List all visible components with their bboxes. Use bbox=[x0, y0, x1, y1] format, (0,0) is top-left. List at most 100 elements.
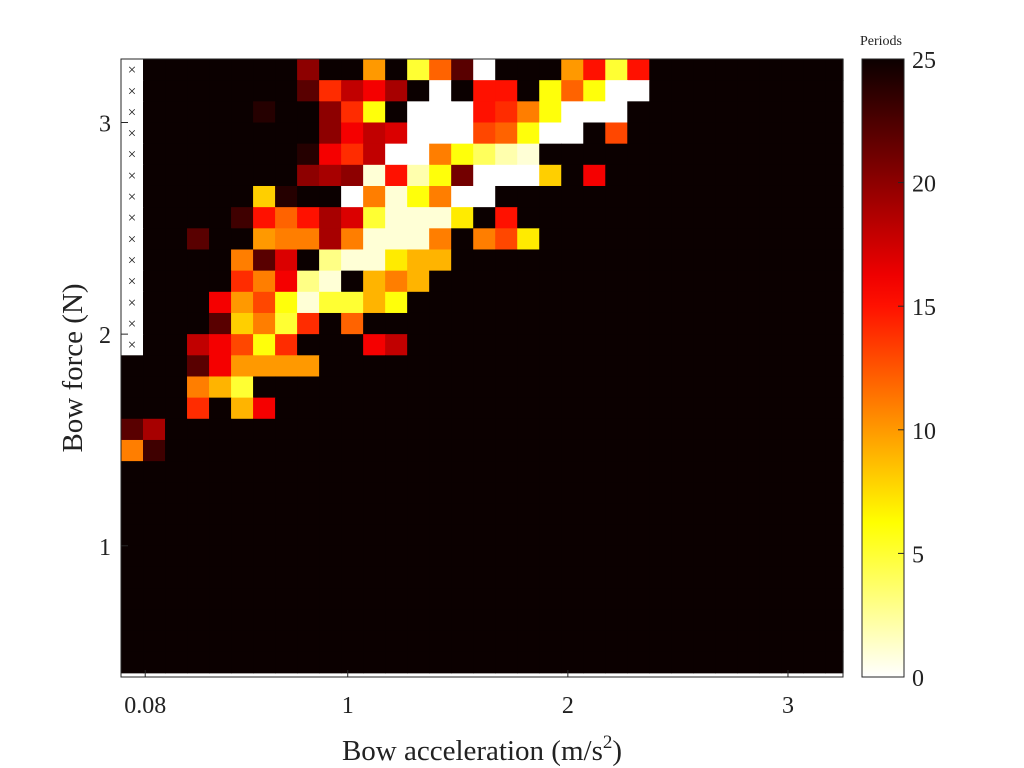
heatmap-cell bbox=[297, 185, 320, 208]
heatmap-cell bbox=[253, 291, 276, 314]
heatmap-cell bbox=[319, 439, 342, 462]
heatmap-cell bbox=[297, 312, 320, 335]
heatmap-cell bbox=[803, 101, 826, 124]
heatmap-cell bbox=[363, 503, 386, 526]
heatmap-cell bbox=[209, 312, 232, 335]
heatmap-cell bbox=[715, 609, 738, 632]
heatmap-cell bbox=[561, 164, 584, 187]
heatmap-cell bbox=[451, 418, 474, 441]
heatmap-cell bbox=[341, 101, 364, 124]
heatmap-cell bbox=[341, 80, 364, 102]
heatmap-cell bbox=[517, 164, 540, 187]
heatmap-cell bbox=[429, 312, 452, 335]
heatmap-cell bbox=[209, 503, 232, 526]
heatmap-cell bbox=[517, 524, 540, 547]
heatmap-cell bbox=[275, 609, 298, 632]
heatmap-cell bbox=[781, 207, 804, 229]
heatmap-cell bbox=[319, 397, 342, 420]
heatmap-cell bbox=[209, 101, 232, 124]
heatmap-cell bbox=[143, 545, 166, 568]
heatmap-cells bbox=[121, 59, 844, 674]
heatmap-cell bbox=[121, 164, 144, 187]
heatmap-cell bbox=[275, 59, 298, 81]
heatmap-cell bbox=[495, 609, 518, 632]
heatmap-cell bbox=[693, 228, 716, 251]
heatmap-cell bbox=[473, 503, 496, 526]
heatmap-cell bbox=[737, 143, 760, 166]
heatmap-cell bbox=[231, 101, 254, 124]
heatmap-cell bbox=[143, 185, 166, 208]
heatmap-cell bbox=[495, 249, 518, 272]
heatmap-cell bbox=[627, 270, 650, 293]
heatmap-cell bbox=[275, 355, 298, 378]
heatmap-cell bbox=[319, 566, 342, 589]
heatmap-cell bbox=[715, 545, 738, 568]
heatmap-cell bbox=[517, 249, 540, 272]
heatmap-cell bbox=[363, 334, 386, 356]
heatmap-cell bbox=[781, 334, 804, 356]
heatmap-cell bbox=[451, 334, 474, 356]
colorbar-tick-label: 5 bbox=[912, 542, 924, 568]
heatmap-cell bbox=[561, 122, 584, 145]
heatmap-cell bbox=[341, 418, 364, 441]
heatmap-cell bbox=[561, 270, 584, 293]
heatmap-cell bbox=[649, 630, 672, 653]
heatmap-cell bbox=[297, 143, 320, 166]
heatmap-cell bbox=[539, 355, 562, 378]
heatmap-cell bbox=[737, 312, 760, 335]
heatmap-cell bbox=[363, 588, 386, 610]
heatmap-cell bbox=[825, 101, 844, 124]
heatmap-cell bbox=[561, 228, 584, 251]
heatmap-cell bbox=[385, 461, 408, 483]
heatmap-cell bbox=[143, 80, 166, 102]
heatmap-cell bbox=[759, 588, 782, 610]
heatmap-cell bbox=[165, 59, 188, 81]
heatmap-cell bbox=[517, 228, 540, 251]
heatmap-cell bbox=[407, 312, 430, 335]
heatmap-cell bbox=[407, 249, 430, 272]
heatmap-cell bbox=[319, 418, 342, 441]
heatmap-cell bbox=[539, 101, 562, 124]
heatmap-cell bbox=[561, 461, 584, 483]
heatmap-cell bbox=[187, 228, 210, 251]
heatmap-cell bbox=[473, 122, 496, 145]
heatmap-cell bbox=[781, 164, 804, 187]
heatmap-cell bbox=[429, 651, 452, 674]
heatmap-cell bbox=[583, 312, 606, 335]
heatmap-cell bbox=[517, 334, 540, 356]
heatmap-cell bbox=[737, 609, 760, 632]
heatmap-cell bbox=[473, 207, 496, 229]
heatmap-cell bbox=[275, 249, 298, 272]
heatmap-cell bbox=[143, 651, 166, 674]
heatmap-cell bbox=[209, 207, 232, 229]
heatmap-cell bbox=[385, 482, 408, 505]
heatmap-cell bbox=[737, 545, 760, 568]
heatmap-cell bbox=[737, 397, 760, 420]
heatmap-cell bbox=[121, 249, 144, 272]
heatmap-cell bbox=[363, 312, 386, 335]
heatmap-cell bbox=[385, 143, 408, 166]
heatmap-cell bbox=[363, 397, 386, 420]
heatmap-cell bbox=[803, 312, 826, 335]
heatmap-cell bbox=[715, 482, 738, 505]
heatmap-cell bbox=[693, 439, 716, 462]
heatmap-cell bbox=[473, 461, 496, 483]
heatmap-cell bbox=[165, 185, 188, 208]
heatmap-cell bbox=[187, 439, 210, 462]
heatmap-cell bbox=[715, 80, 738, 102]
y-tick-label: 2 bbox=[99, 323, 111, 349]
heatmap-cell bbox=[539, 164, 562, 187]
heatmap-cell bbox=[517, 651, 540, 674]
heatmap-cell bbox=[737, 207, 760, 229]
heatmap-cell bbox=[165, 270, 188, 293]
heatmap-cell bbox=[539, 249, 562, 272]
heatmap-cell bbox=[143, 270, 166, 293]
heatmap-cell bbox=[627, 461, 650, 483]
heatmap-cell bbox=[121, 59, 144, 81]
heatmap-cell bbox=[539, 439, 562, 462]
heatmap-cell bbox=[715, 101, 738, 124]
heatmap-cell bbox=[143, 376, 166, 399]
heatmap-cell bbox=[143, 291, 166, 314]
heatmap-cell bbox=[561, 397, 584, 420]
